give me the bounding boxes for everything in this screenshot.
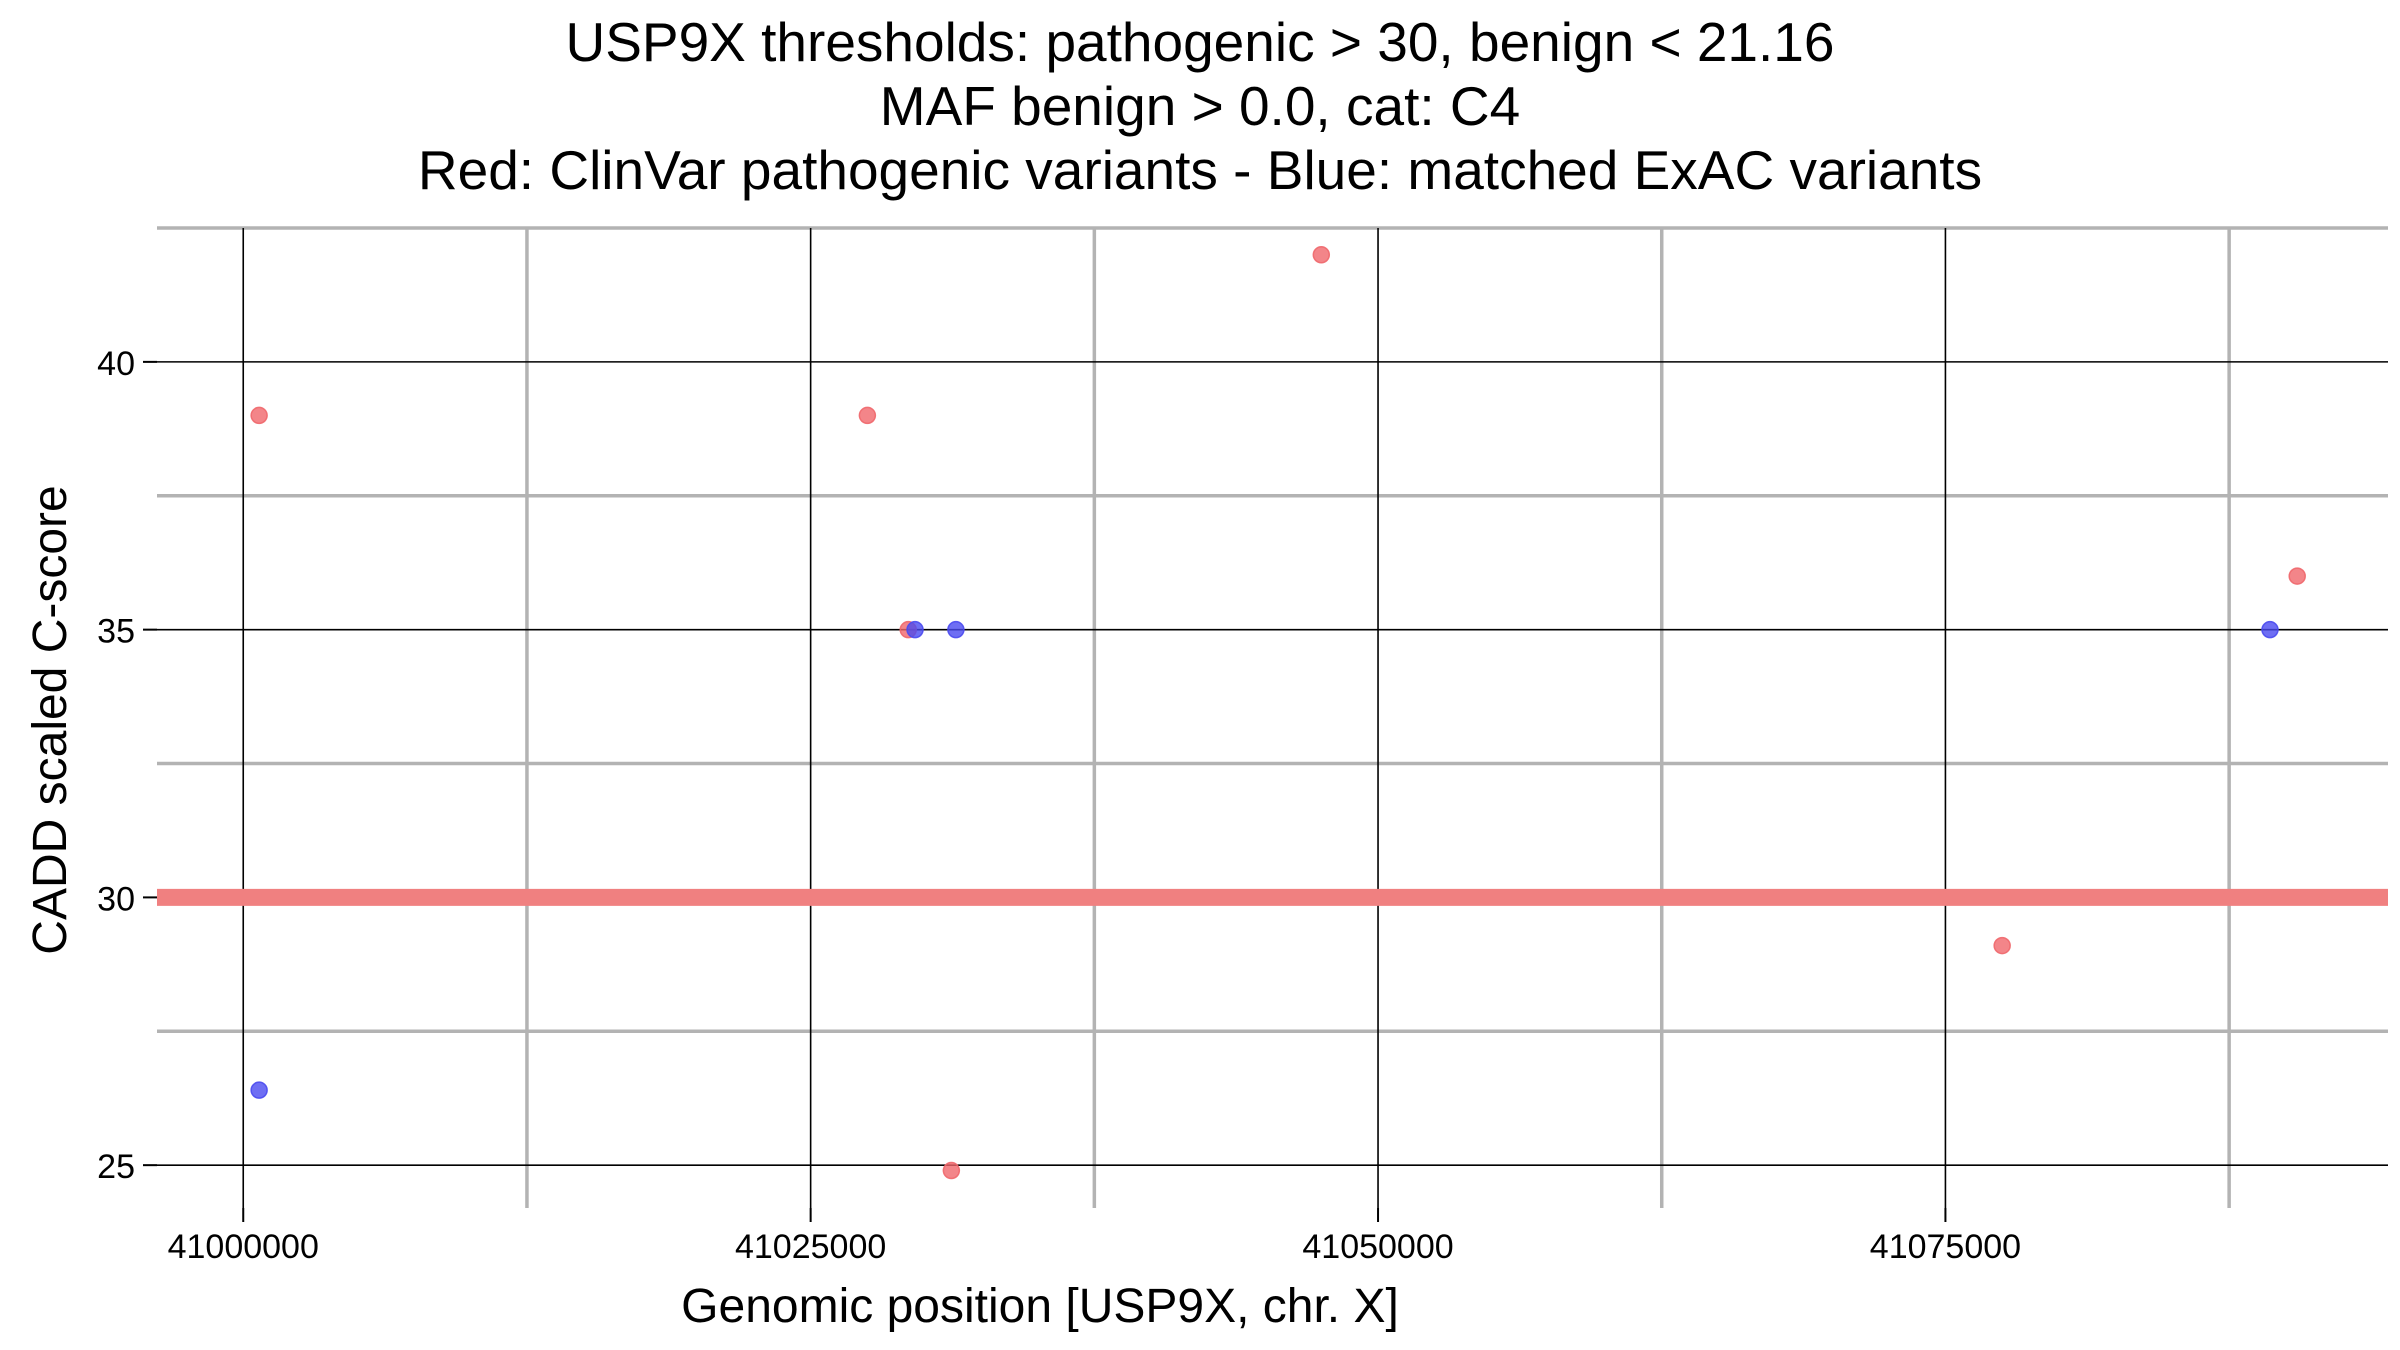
clinvar-pathogenic-point [1993, 936, 2011, 955]
exac-variant-point [2261, 620, 2279, 639]
y-tick-label: 40 [97, 345, 135, 383]
chart-title: USP9X thresholds: pathogenic > 30, benig… [0, 10, 2400, 202]
clinvar-pathogenic-point [858, 406, 877, 425]
y-tick-label: 30 [97, 880, 135, 918]
axes: 25 30 35 40 41000000 41025000 41050000 41075000 [97, 345, 2021, 1266]
chart-title-line-1: USP9X thresholds: pathogenic > 30, benig… [565, 11, 1835, 73]
y-tick-label: 35 [97, 613, 135, 651]
clinvar-pathogenic-point [2288, 567, 2306, 585]
clinvar-pathogenic-point [942, 1161, 961, 1180]
x-tick-label: 41025000 [735, 1228, 886, 1266]
minor-grid [157, 226, 2388, 1208]
data-points [250, 246, 2306, 1180]
x-tick-label: 41050000 [1302, 1228, 1453, 1266]
exac-variant-point [250, 1081, 268, 1099]
exac-variant-point [906, 620, 924, 639]
y-axis-label: CADD scaled C-score [24, 485, 77, 954]
exac-variant-point [947, 620, 965, 639]
clinvar-pathogenic-point [1312, 246, 1331, 264]
chart-title-line-2: MAF benign > 0.0, cat: C4 [879, 75, 1521, 137]
clinvar-pathogenic-point [250, 406, 268, 425]
x-axis-label: Genomic position [USP9X, chr. X] [681, 1280, 1399, 1333]
y-tick-label: 25 [97, 1148, 135, 1186]
x-tick-label: 41000000 [168, 1228, 319, 1266]
x-tick-label: 41075000 [1870, 1228, 2021, 1266]
major-grid [157, 228, 2388, 1208]
chart-title-line-3: Red: ClinVar pathogenic variants - Blue:… [417, 139, 1983, 201]
